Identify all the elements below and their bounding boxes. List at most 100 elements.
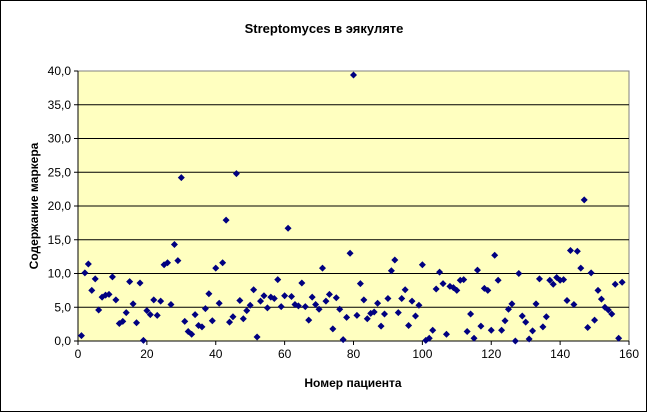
data-point bbox=[215, 299, 223, 307]
data-point bbox=[277, 303, 285, 311]
data-point bbox=[563, 297, 571, 304]
data-point bbox=[336, 305, 344, 313]
data-point bbox=[484, 286, 492, 294]
x-axis-title: Номер пациента bbox=[304, 376, 402, 390]
data-point bbox=[401, 286, 409, 294]
data-point bbox=[281, 292, 289, 300]
y-tick-label: 35,0 bbox=[48, 98, 72, 112]
data-point bbox=[398, 294, 406, 302]
y-tick-label: 20,0 bbox=[48, 199, 72, 213]
x-tick-label: 40 bbox=[209, 347, 223, 361]
data-point bbox=[174, 257, 182, 265]
data-point bbox=[511, 337, 519, 345]
data-point bbox=[522, 318, 530, 326]
data-point bbox=[150, 296, 158, 304]
data-point bbox=[343, 313, 351, 321]
data-point bbox=[577, 264, 585, 272]
data-point bbox=[432, 285, 440, 293]
data-point bbox=[436, 268, 444, 276]
data-point bbox=[594, 286, 602, 294]
data-point bbox=[191, 311, 199, 319]
y-tick-label: 30,0 bbox=[48, 132, 72, 146]
y-tick-label: 40,0 bbox=[48, 64, 72, 78]
data-point bbox=[491, 251, 499, 259]
data-point bbox=[198, 323, 206, 331]
data-point bbox=[560, 276, 568, 284]
data-point bbox=[105, 290, 113, 298]
x-tick-label: 60 bbox=[278, 347, 292, 361]
data-point bbox=[532, 300, 540, 308]
data-point bbox=[350, 71, 357, 79]
data-point bbox=[88, 286, 96, 294]
data-point bbox=[263, 304, 271, 312]
data-point bbox=[181, 317, 189, 325]
data-point bbox=[308, 293, 316, 301]
data-point bbox=[584, 324, 592, 331]
data-point bbox=[570, 301, 578, 309]
x-tick-label: 120 bbox=[481, 347, 501, 361]
data-point bbox=[353, 311, 361, 319]
data-point bbox=[405, 321, 413, 329]
x-tick-label: 160 bbox=[619, 347, 639, 361]
plot-area: 0,0 5,0 10,0 15,0 20,0 25,0 30,0 35,0 40,0 0 20 40 6… bbox=[48, 64, 640, 361]
data-point bbox=[604, 306, 612, 314]
data-point bbox=[95, 306, 103, 314]
y-tick-label: 15,0 bbox=[48, 233, 72, 247]
data-point bbox=[108, 273, 116, 281]
x-tick-label: 20 bbox=[140, 347, 154, 361]
data-point bbox=[498, 326, 506, 334]
data-point bbox=[243, 307, 251, 315]
data-point bbox=[515, 270, 523, 277]
data-point bbox=[346, 249, 354, 257]
data-point bbox=[319, 264, 327, 272]
data-point bbox=[325, 290, 333, 298]
y-axis-title: Содержание маркера bbox=[27, 142, 41, 269]
data-point bbox=[608, 310, 616, 318]
data-point bbox=[139, 336, 147, 344]
data-point bbox=[453, 286, 461, 294]
data-point bbox=[157, 297, 165, 305]
data-point bbox=[167, 301, 175, 309]
data-point bbox=[322, 297, 330, 305]
data-point bbox=[363, 315, 371, 323]
data-point bbox=[84, 260, 92, 268]
data-point bbox=[222, 216, 230, 224]
data-point bbox=[546, 276, 554, 284]
data-point bbox=[126, 278, 134, 286]
data-point bbox=[518, 312, 526, 320]
data-point bbox=[212, 264, 220, 272]
data-point bbox=[439, 280, 447, 288]
data-point bbox=[232, 170, 240, 178]
data-point bbox=[170, 240, 178, 248]
data-point bbox=[301, 303, 309, 311]
data-point bbox=[219, 259, 227, 267]
data-point bbox=[411, 312, 419, 320]
data-point bbox=[611, 280, 619, 288]
data-point bbox=[119, 317, 127, 325]
data-point bbox=[615, 334, 623, 342]
data-point bbox=[360, 296, 368, 304]
data-point bbox=[177, 174, 185, 182]
y-tick-label: 25,0 bbox=[48, 165, 72, 179]
data-point bbox=[250, 286, 258, 294]
x-tick-label: 80 bbox=[347, 347, 361, 361]
data-point bbox=[380, 310, 388, 318]
data-point bbox=[260, 292, 268, 300]
data-point bbox=[153, 311, 161, 319]
data-point bbox=[332, 294, 340, 302]
data-point bbox=[236, 297, 244, 304]
data-point bbox=[408, 297, 416, 305]
data-point bbox=[618, 278, 626, 286]
data-point bbox=[460, 276, 468, 284]
data-point bbox=[294, 302, 302, 310]
data-point bbox=[112, 296, 120, 304]
data-point bbox=[257, 297, 265, 305]
data-point bbox=[146, 311, 154, 319]
data-point bbox=[487, 326, 495, 334]
data-point bbox=[591, 316, 599, 324]
data-point bbox=[315, 305, 323, 313]
data-point bbox=[549, 280, 557, 288]
data-point bbox=[525, 335, 533, 343]
data-point bbox=[356, 280, 364, 288]
